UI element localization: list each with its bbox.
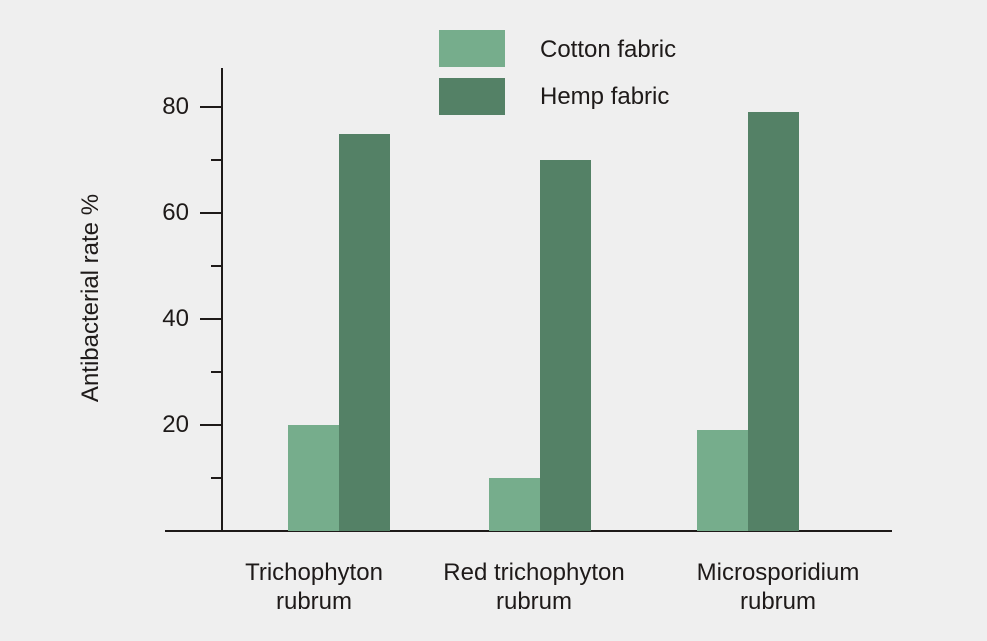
category-label-line: Red trichophyton [443, 559, 625, 586]
y-minor-tick-30 [211, 371, 222, 373]
category-label-line: rubrum [739, 588, 817, 615]
y-tick-20 [200, 424, 222, 426]
category-label-line: rubrum [275, 588, 353, 615]
y-tick-label-40: 40 [162, 305, 189, 332]
bar-cotton-trichophyton [288, 425, 339, 531]
bar-cotton-microsporidium [697, 430, 748, 531]
y-tick-label-20: 20 [162, 411, 189, 438]
y-minor-tick-10 [211, 477, 222, 479]
y-tick-label-80: 80 [162, 93, 189, 120]
y-tick-60 [200, 212, 222, 214]
y-tick-40 [200, 318, 222, 320]
x-category-label-microsporidium: Microsporidium rubrum [658, 558, 898, 616]
legend-label-cotton: Cotton fabric [540, 36, 677, 63]
bar-hemp-red-trichophyton [540, 160, 591, 531]
x-category-label-trichophyton: Trichophyton rubrum [194, 558, 434, 616]
y-tick-label-60: 60 [162, 199, 189, 226]
legend-label-hemp: Hemp fabric [540, 83, 670, 110]
y-minor-tick-70 [211, 159, 222, 161]
y-axis-label: Antibacterial rate % [77, 193, 104, 403]
bar-hemp-microsporidium [748, 112, 799, 531]
y-axis [221, 68, 223, 532]
legend-swatch-hemp [439, 78, 505, 115]
bar-cotton-red-trichophyton [489, 478, 540, 531]
y-minor-tick-50 [211, 265, 222, 267]
category-label-line: Trichophyton [245, 559, 383, 586]
x-axis [165, 530, 892, 532]
bar-hemp-trichophyton [339, 133, 390, 531]
category-label-line: Microsporidium [696, 559, 860, 586]
x-category-label-red-trichophyton: Red trichophyton rubrum [414, 558, 654, 616]
category-label-line: rubrum [495, 588, 573, 615]
y-tick-80 [200, 106, 222, 108]
legend-swatch-cotton [439, 30, 505, 67]
